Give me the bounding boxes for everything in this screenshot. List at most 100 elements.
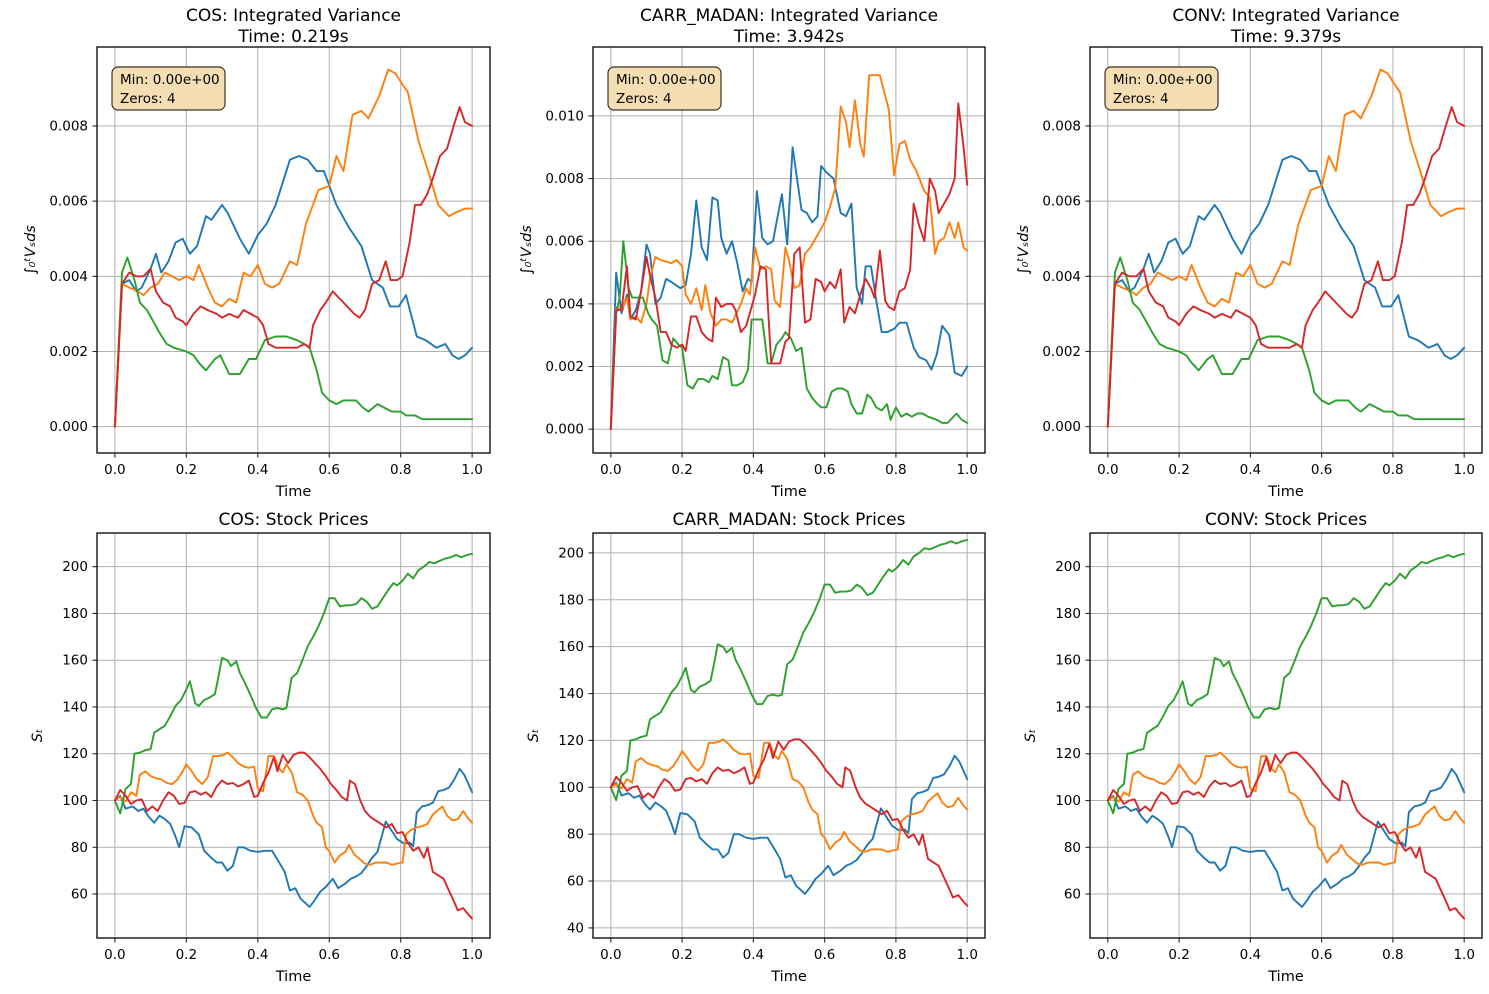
svg-text:200: 200 [558, 545, 584, 561]
grid-lines [1090, 533, 1482, 938]
annotation-box: Min: 0.00e+00 Zeros: 4 [1104, 66, 1219, 111]
svg-text:1.0: 1.0 [956, 947, 977, 963]
plot-title: CARR_MADAN: Integrated Variance [640, 6, 938, 26]
svg-text:120: 120 [62, 746, 88, 762]
svg-text:0.002: 0.002 [49, 344, 88, 360]
svg-text:0.2: 0.2 [671, 462, 692, 478]
svg-text:0.008: 0.008 [1042, 118, 1081, 134]
annotation-min-text: Min: 0.00e+00 [616, 72, 716, 88]
series-line-carr-madan-variance-path-4 [609, 102, 969, 431]
plot-title: CONV: Integrated Variance [1172, 6, 1399, 26]
axes-frame [592, 532, 986, 939]
series-line-carr-madan-stock-path-2 [609, 738, 969, 853]
svg-text:0.2: 0.2 [1168, 947, 1189, 963]
svg-text:0.8: 0.8 [885, 947, 906, 963]
x-axis-label: Time [770, 484, 807, 500]
svg-text:0.0: 0.0 [600, 947, 621, 963]
series-line-carr-madan-variance-path-3 [609, 240, 969, 431]
svg-text:0.6: 0.6 [814, 462, 835, 478]
subplot-cos-stock: 0.0 0.2 0.4 0.6 0.8 1.0 60 80 100 120 140 160 180 200… [30, 510, 491, 985]
x-tick-labels: 0.0 0.2 0.4 0.6 0.8 1.0 [1097, 453, 1475, 478]
svg-text:100: 100 [1055, 793, 1081, 809]
svg-text:0.4: 0.4 [743, 462, 764, 478]
svg-text:80: 80 [71, 840, 88, 856]
x-axis-label: Time [1267, 969, 1304, 985]
svg-text:1.0: 1.0 [956, 462, 977, 478]
plot-subtitle: Time: 3.942s [733, 27, 844, 47]
svg-text:0.8: 0.8 [1382, 462, 1403, 478]
svg-text:1.0: 1.0 [461, 462, 482, 478]
series-line-carr-madan-stock-path-4 [609, 738, 969, 907]
y-tick-labels: 0.000 0.002 0.004 0.006 0.008 [1042, 118, 1090, 435]
svg-text:1.0: 1.0 [1453, 947, 1474, 963]
svg-text:0.004: 0.004 [49, 269, 88, 285]
y-tick-labels: 60 80 100 120 140 160 180 200 [1055, 559, 1090, 903]
svg-text:0.004: 0.004 [1042, 269, 1081, 285]
series-line-cos-stock-path-2 [113, 751, 474, 866]
plot-title: CONV: Stock Prices [1205, 510, 1367, 530]
svg-text:0.0: 0.0 [600, 462, 621, 478]
series-line-conv-stock-path-2 [1106, 751, 1466, 866]
axes-frame [96, 532, 491, 939]
x-tick-labels: 0.0 0.2 0.4 0.6 0.8 1.0 [600, 938, 978, 963]
annotation-zeros-text: Zeros: 4 [120, 91, 176, 107]
svg-text:0.8: 0.8 [885, 462, 906, 478]
y-axis-label: ∫₀ᵗVₛds [1016, 225, 1032, 275]
series-line-conv-variance-path-1 [1106, 155, 1466, 428]
subplot-carr-madan-stock: 0.0 0.2 0.4 0.6 0.8 1.0 40 60 80 100 120 140 160 180 2… [526, 510, 986, 985]
svg-text:0.0: 0.0 [1097, 947, 1118, 963]
svg-text:0.6: 0.6 [1311, 947, 1332, 963]
y-axis-label: ∫₀ᵗVₛds [519, 225, 535, 275]
grid-lines [97, 533, 490, 938]
subplot-conv-stock: 0.0 0.2 0.4 0.6 0.8 1.0 60 80 100 120 140 160 180 200… [1023, 510, 1483, 985]
y-axis-label: Sₜ [30, 729, 46, 742]
svg-text:0.010: 0.010 [545, 108, 584, 124]
subplot-carr-madan-variance: 0.0 0.2 0.4 0.6 0.8 1.00.0000.0020.0040.0060.… [519, 6, 986, 500]
svg-text:80: 80 [567, 827, 584, 843]
svg-text:180: 180 [62, 606, 88, 622]
svg-text:0.4: 0.4 [1240, 947, 1261, 963]
svg-text:0.2: 0.2 [671, 947, 692, 963]
svg-text:120: 120 [1055, 746, 1081, 762]
axes-frame [592, 46, 986, 454]
svg-text:140: 140 [62, 699, 88, 715]
svg-text:0.2: 0.2 [176, 947, 197, 963]
svg-text:0.4: 0.4 [247, 947, 268, 963]
subplot-cos-variance: 0.0 0.2 0.4 0.6 0.8 1.00.0000.0020.0040.0060.… [23, 6, 491, 500]
grid-lines [593, 533, 985, 938]
series-line-carr-madan-stock-path-3 [609, 539, 969, 802]
svg-text:0.002: 0.002 [1042, 344, 1081, 360]
series-line-carr-madan-variance-path-1 [609, 146, 969, 431]
series-line-conv-variance-path-3 [1106, 256, 1466, 428]
svg-text:160: 160 [1055, 653, 1081, 669]
series-line-cos-variance-path-4 [113, 106, 474, 428]
annotation-zeros-text: Zeros: 4 [1113, 91, 1169, 107]
annotation-box: Min: 0.00e+00 Zeros: 4 [111, 66, 226, 111]
annotation-zeros-text: Zeros: 4 [616, 91, 672, 107]
annotation-box: Min: 0.00e+00 Zeros: 4 [607, 66, 722, 111]
x-axis-label: Time [275, 969, 312, 985]
series-line-conv-variance-path-2 [1106, 68, 1466, 428]
svg-text:140: 140 [558, 686, 584, 702]
svg-text:0.4: 0.4 [1240, 462, 1261, 478]
svg-text:0.004: 0.004 [545, 296, 584, 312]
x-tick-labels: 0.0 0.2 0.4 0.6 0.8 1.0 [1097, 938, 1475, 963]
svg-text:80: 80 [1064, 840, 1081, 856]
svg-text:60: 60 [1064, 887, 1081, 903]
y-tick-labels: 60 80 100 120 140 160 180 200 [62, 559, 97, 903]
svg-text:0.006: 0.006 [1042, 194, 1081, 210]
svg-text:60: 60 [567, 874, 584, 890]
svg-text:0.000: 0.000 [49, 419, 88, 435]
x-axis-label: Time [770, 969, 807, 985]
y-tick-labels: 40 60 80 100 120 140 160 180 200 [558, 545, 593, 936]
series-line-conv-stock-path-4 [1106, 751, 1466, 920]
series-line-cos-stock-path-4 [113, 751, 474, 920]
svg-text:0.006: 0.006 [49, 194, 88, 210]
svg-text:0.0: 0.0 [104, 462, 125, 478]
plot-title: CARR_MADAN: Stock Prices [673, 510, 906, 530]
svg-text:200: 200 [62, 559, 88, 575]
svg-text:180: 180 [1055, 606, 1081, 622]
svg-text:120: 120 [558, 733, 584, 749]
series-line-cos-stock-path-3 [113, 552, 474, 815]
